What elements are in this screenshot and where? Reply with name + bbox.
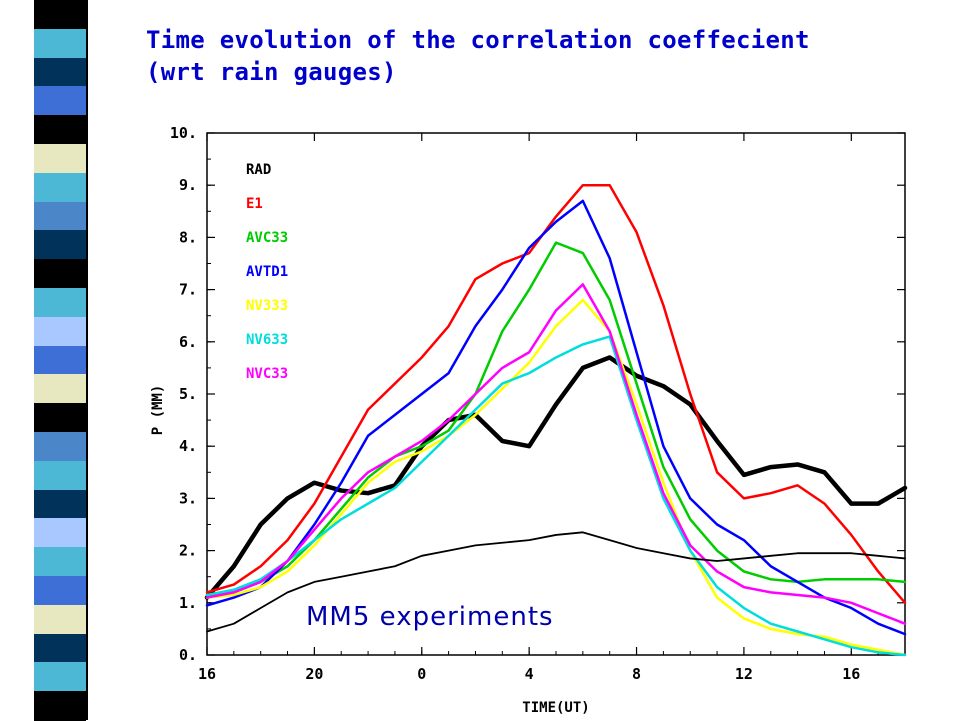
x-tick-label: 12 bbox=[735, 665, 753, 683]
side-bar-block bbox=[34, 86, 86, 117]
side-bar-block bbox=[34, 172, 86, 203]
side-bar-block bbox=[34, 57, 86, 88]
x-axis-label: TIME(UT) bbox=[522, 700, 589, 716]
side-bar-block bbox=[34, 28, 86, 59]
side-bar-block bbox=[34, 547, 86, 577]
slide-title-line-1: Time evolution of the correlation coeffe… bbox=[146, 26, 810, 54]
y-tick-label: 0. bbox=[179, 646, 197, 664]
y-tick-label: 7. bbox=[179, 281, 197, 299]
side-bar-block bbox=[34, 144, 86, 174]
side-bar-block bbox=[34, 259, 86, 289]
series-line-nv333 bbox=[205, 298, 907, 657]
y-tick-label: 6. bbox=[179, 333, 197, 351]
series-lines bbox=[204, 183, 908, 657]
side-bar-block bbox=[34, 432, 86, 462]
side-bar-block bbox=[34, 201, 86, 232]
side-bar-block bbox=[34, 374, 86, 405]
side-bar-block bbox=[34, 288, 86, 318]
y-tick-label: 5. bbox=[179, 385, 197, 403]
side-bar-block bbox=[34, 662, 86, 693]
y-tick-label: 10. bbox=[170, 124, 197, 142]
side-bar-block bbox=[34, 460, 86, 491]
side-bar-block bbox=[34, 0, 86, 30]
legend-entry: NV633 bbox=[246, 332, 288, 348]
plot-frame bbox=[206, 132, 906, 656]
y-axis: 0. 1. 2. 3. 4. 5. 6. 7. 8. 9. 10. bbox=[170, 124, 905, 664]
x-tick-label: 0 bbox=[417, 665, 426, 683]
x-tick-label: 16 bbox=[842, 665, 860, 683]
series-line-nvc33 bbox=[205, 283, 907, 625]
legend-entry: E1 bbox=[246, 196, 263, 212]
side-bar-block bbox=[34, 403, 86, 433]
legend-entry: AVTD1 bbox=[246, 264, 288, 280]
y-tick-label: 2. bbox=[179, 542, 197, 560]
side-bar-block bbox=[34, 633, 86, 664]
y-tick-label: 3. bbox=[179, 489, 197, 507]
series-line-e1 bbox=[205, 183, 907, 605]
x-tick-label: 16 bbox=[198, 665, 216, 683]
side-bar-block bbox=[34, 576, 86, 606]
plot-border bbox=[206, 132, 906, 656]
chart-annotation: MM5 experiments bbox=[306, 602, 554, 632]
side-bar-block bbox=[34, 230, 86, 261]
legend-entry: NVC33 bbox=[246, 366, 288, 382]
series-line-avtd1 bbox=[205, 199, 907, 636]
legend: RAD E1 AVC33 AVTD1 NV333 NV633 NVC33 bbox=[246, 162, 288, 382]
side-bar-edge bbox=[86, 0, 136, 720]
series-line-nv633 bbox=[205, 335, 907, 657]
x-tick-label: 20 bbox=[305, 665, 323, 683]
y-tick-label: 8. bbox=[179, 228, 197, 246]
series-line-rad bbox=[204, 355, 908, 600]
side-bar-block bbox=[34, 345, 86, 376]
side-bar-block bbox=[34, 518, 86, 549]
series-line-reference bbox=[206, 531, 906, 633]
legend-entry: AVC33 bbox=[246, 230, 288, 246]
legend-entry: NV333 bbox=[246, 298, 288, 314]
slide-title: Time evolution of the correlation coeffe… bbox=[146, 24, 926, 88]
side-bar-block bbox=[34, 115, 86, 145]
side-bar-block bbox=[34, 691, 86, 721]
x-tick-label: 4 bbox=[525, 665, 534, 683]
slide-title-line-2: (wrt rain gauges) bbox=[146, 58, 397, 86]
x-axis: 16 20 0 4 8 12 16 bbox=[198, 133, 906, 683]
series-line-avc33 bbox=[205, 241, 907, 597]
y-tick-label: 9. bbox=[179, 176, 197, 194]
x-tick-label: 8 bbox=[632, 665, 641, 683]
side-bar-block bbox=[34, 604, 86, 635]
y-axis-label: P (MM) bbox=[150, 385, 166, 436]
side-bar-block bbox=[34, 489, 86, 520]
decorative-side-bar bbox=[34, 0, 136, 721]
y-tick-label: 1. bbox=[179, 594, 197, 612]
side-bar-block bbox=[34, 316, 86, 347]
y-tick-label: 4. bbox=[179, 437, 197, 455]
legend-entry: RAD bbox=[246, 162, 271, 178]
